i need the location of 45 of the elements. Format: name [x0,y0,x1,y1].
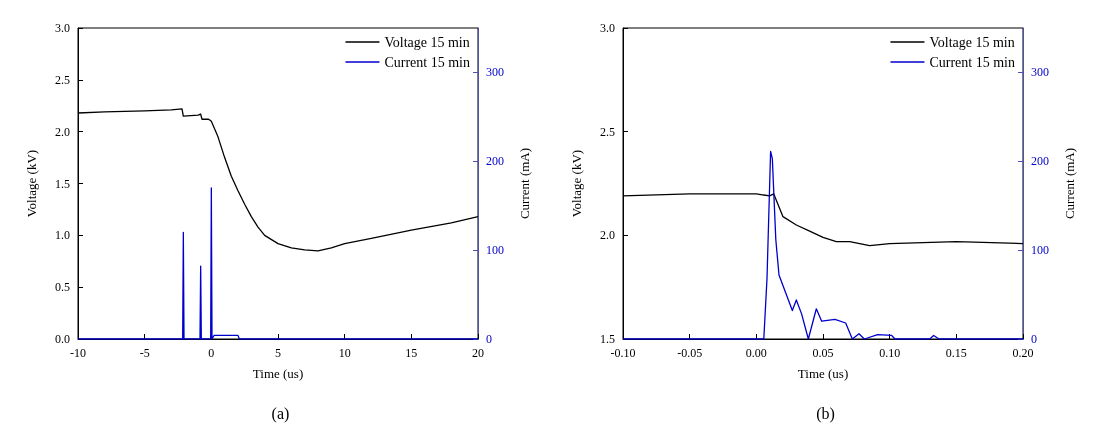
x-tick-label: -5 [139,346,150,360]
y-tick-label: 1.5 [600,332,615,346]
x-tick-label: 15 [405,346,418,360]
x-tick-label: 0.05 [812,346,834,360]
x-tick-label: 20 [472,346,484,360]
y-axis-title: Voltage (kV) [569,149,584,218]
y2-axis-title: Current (mA) [517,147,532,220]
y2-tick-label: 300 [486,65,504,80]
x-tick-label: -0.05 [677,346,703,360]
x-tick-label: 0 [208,346,215,360]
y-tick-label: 1.0 [55,228,70,243]
legend-label: Current 15 min [929,54,1015,70]
legend-label: Voltage 15 min [929,34,1015,50]
text: (a) [271,404,290,423]
y2-tick-label: 200 [1031,154,1049,169]
x-tick-label: -0.10 [610,346,636,360]
y-tick-label: 3.0 [55,21,70,35]
y2-tick-label: 0 [486,332,492,346]
x-tick-label: 0.10 [879,346,901,360]
y2-tick-label: 100 [486,243,504,258]
x-axis-title: Time (us) [797,366,849,381]
y2-axis-title: Current (mA) [1062,147,1077,220]
y-tick-label: 2.0 [55,124,70,139]
y2-tick-label: 300 [1031,65,1049,80]
x-tick-label: -10 [70,346,86,360]
x-axis-title: Time (us) [252,366,304,381]
y-tick-label: 2.5 [55,72,70,87]
y-axis-title: Voltage (kV) [24,149,39,218]
legend-label: Voltage 15 min [384,34,470,50]
text: (b) [816,404,835,423]
y-tick-label: 2.5 [600,124,615,139]
x-tick-label: 10 [338,346,351,360]
y-tick-label: 3.0 [600,21,615,35]
y2-tick-label: 100 [1031,243,1049,258]
y-tick-label: 0.0 [55,332,70,346]
y-tick-label: 1.5 [55,176,70,191]
y2-tick-label: 200 [486,154,504,169]
x-tick-label: 5 [275,346,281,360]
x-tick-label: 0.00 [745,346,767,360]
y-tick-label: 0.5 [55,280,70,295]
legend-label: Current 15 min [384,54,470,70]
y2-tick-label: 0 [1031,332,1037,346]
y-tick-label: 2.0 [600,228,615,243]
x-tick-label: 0.20 [1012,346,1034,360]
x-tick-label: 0.15 [945,346,967,360]
